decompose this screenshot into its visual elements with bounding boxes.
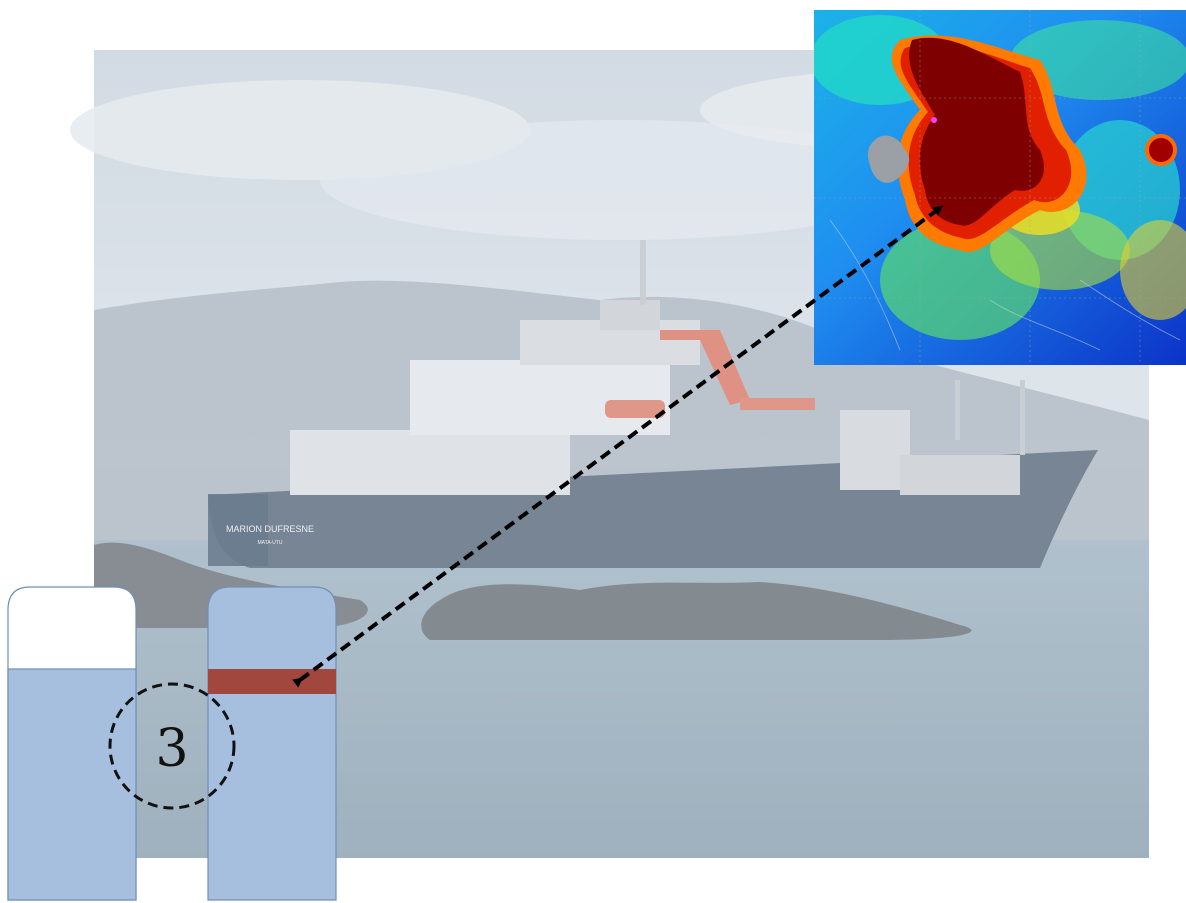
satellite-chlorophyll-map [814, 10, 1186, 365]
ship-port-text: MATA-UTU [257, 540, 282, 546]
highlight-band [208, 669, 336, 694]
left-sample-tube [7, 586, 137, 901]
step-number: 3 [155, 719, 189, 779]
ship-name-text: MARION DUFRESNE [226, 524, 314, 534]
step-circle [108, 682, 236, 810]
double-arrow [292, 205, 944, 688]
